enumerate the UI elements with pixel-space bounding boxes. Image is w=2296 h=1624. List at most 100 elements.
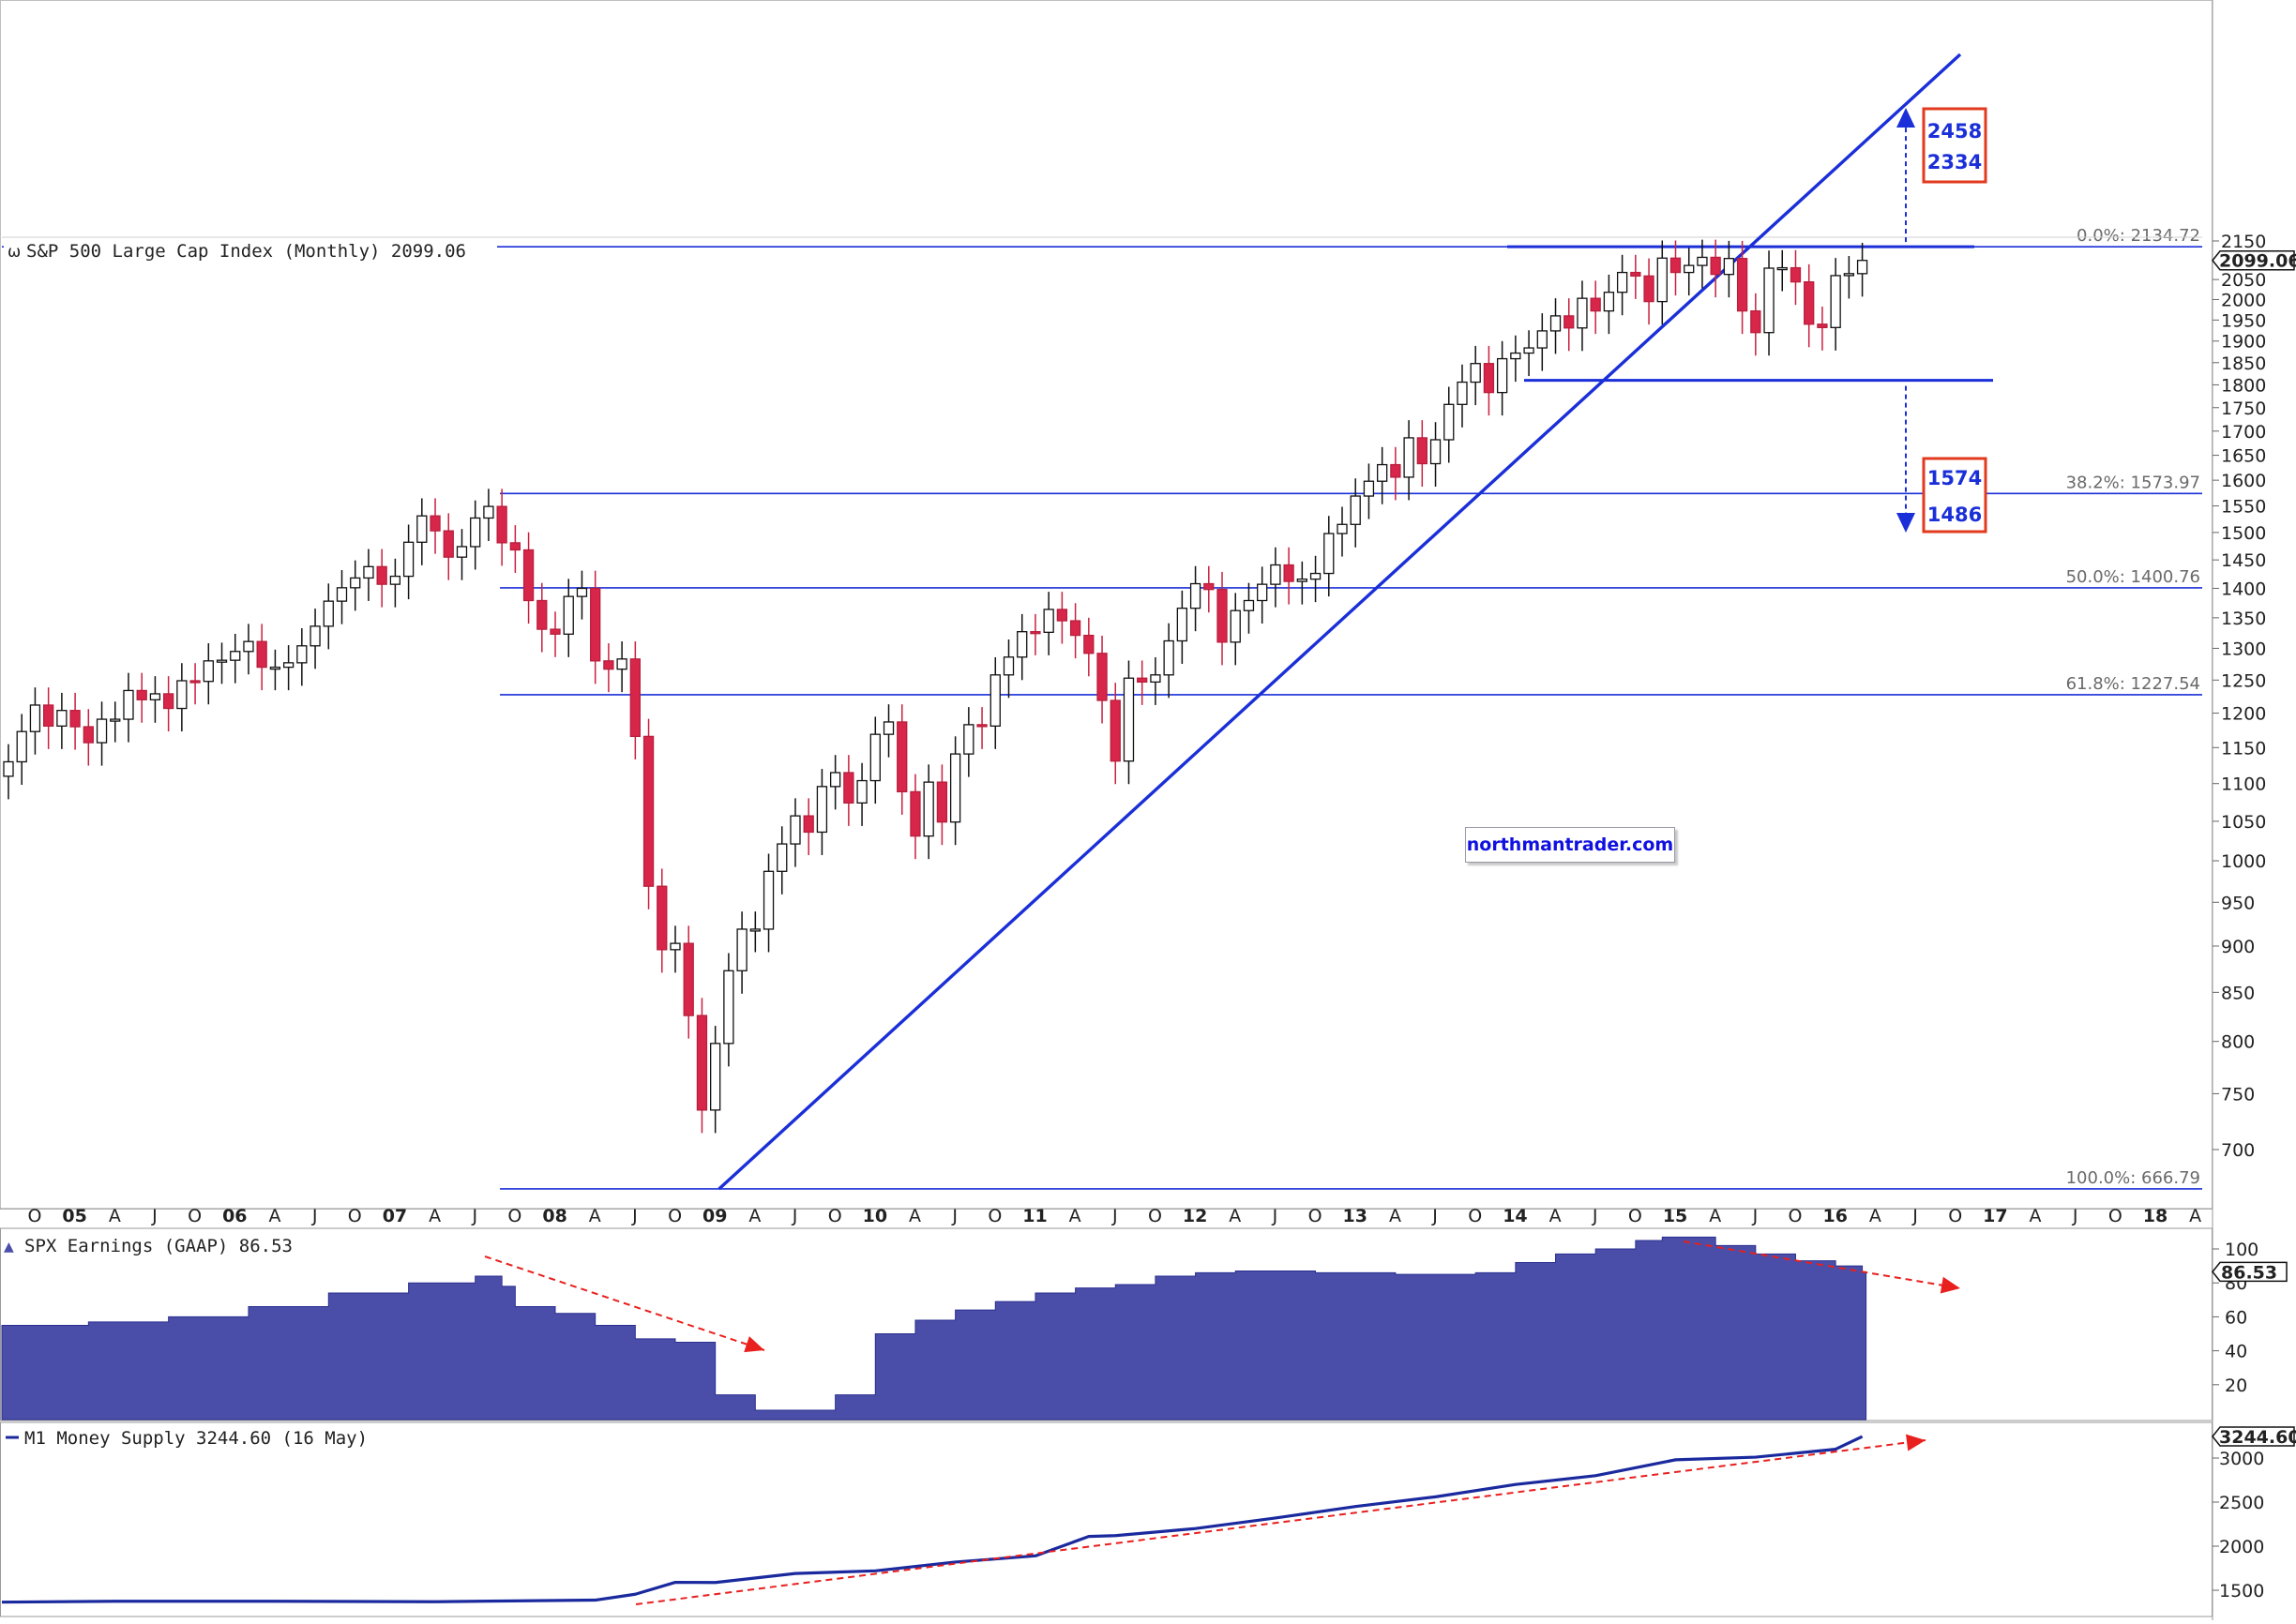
candle-body [777, 843, 788, 872]
candle-body [683, 942, 694, 1016]
money-last-value: 3244.60 [2219, 1427, 2296, 1448]
x-tick-label: 16 [1822, 1206, 1847, 1226]
candle-body [110, 718, 121, 722]
candle-body [1030, 631, 1041, 635]
candle-body [910, 790, 921, 837]
price-y-tick-label: 1400 [2221, 579, 2266, 599]
fib-level-label: 0.0%: 2134.72 [2077, 226, 2200, 246]
candle-body [1230, 609, 1241, 643]
price-last-value: 2099.06 [2219, 251, 2296, 272]
candle-body [563, 595, 574, 635]
x-tick-label: O [828, 1206, 842, 1226]
x-tick-label: O [1628, 1206, 1642, 1226]
x-tick-label: O [1308, 1206, 1322, 1226]
candle-body [496, 505, 507, 544]
money-y-tick-label: 1500 [2219, 1581, 2264, 1601]
price-y-tick-label: 2150 [2221, 232, 2266, 252]
upper-target-1: 2458 [1927, 120, 1982, 143]
candle-body [1123, 677, 1135, 762]
candle-body [1750, 309, 1761, 334]
price-y-tick-label: 1650 [2221, 446, 2266, 467]
x-tick-label: 06 [222, 1206, 247, 1226]
money-supply-trend-arrow-line [635, 1439, 1926, 1605]
candle-body [883, 721, 895, 735]
x-tick-label: 13 [1343, 1206, 1367, 1226]
x-tick-label: A [429, 1206, 441, 1226]
candle-body [696, 1015, 708, 1111]
money-y-tick-label: 2500 [2219, 1493, 2264, 1513]
candle-body [763, 870, 775, 930]
candle-body [1603, 292, 1615, 312]
candle-body [323, 600, 334, 627]
down-arrow-head [1896, 513, 1915, 533]
candle-body [1577, 297, 1588, 329]
candle-body [1003, 656, 1015, 676]
fib-level-label: 61.8%: 1227.54 [2066, 674, 2200, 694]
candle-body [829, 772, 841, 788]
x-tick-label: A [2030, 1206, 2042, 1226]
candle-body [296, 645, 308, 664]
candle-body [576, 587, 588, 597]
price-y-tick-label: 2050 [2221, 270, 2266, 291]
earnings-area [1, 1236, 1867, 1421]
candle-body [603, 660, 614, 670]
price-y-tick-label: 1300 [2221, 639, 2266, 659]
candle-body [189, 680, 201, 684]
candle-body [216, 659, 228, 663]
x-tick-label: O [348, 1206, 362, 1226]
x-tick-label: J [792, 1206, 798, 1226]
x-tick-label: J [1911, 1206, 1918, 1226]
fib-level-label: 50.0%: 1400.76 [2066, 567, 2200, 587]
money-supply-line [1, 1435, 1864, 1604]
x-tick-label: O [1789, 1206, 1803, 1226]
price-y-tick-label: 900 [2221, 937, 2255, 957]
price-y-tick-label: 1200 [2221, 704, 2266, 725]
price-y-tick-label: 950 [2221, 893, 2255, 913]
candle-body [522, 549, 535, 602]
candle-body [1443, 403, 1455, 441]
x-tick-label: 12 [1183, 1206, 1207, 1226]
x-tick-label: J [2072, 1206, 2078, 1226]
candle-body [1416, 437, 1427, 465]
candle-body [843, 772, 854, 804]
price-y-tick-label: 1950 [2221, 310, 2266, 331]
candle-body [710, 1043, 721, 1111]
candle-body [1257, 583, 1268, 602]
price-y-tick-label: 1550 [2221, 497, 2266, 518]
candle-body [1563, 315, 1575, 329]
candle-body [1723, 258, 1735, 276]
candle-body [1843, 273, 1855, 277]
watermark-box: northmantrader.com [1465, 827, 1675, 863]
candle-body [629, 658, 641, 738]
earnings-last-value: 86.53 [2221, 1262, 2277, 1283]
candle-body [149, 693, 161, 700]
x-tick-label: 05 [62, 1206, 86, 1226]
x-tick-label: A [909, 1206, 921, 1226]
candle-body [816, 786, 828, 834]
x-tick-label: A [748, 1206, 761, 1226]
candle-body [1017, 631, 1028, 658]
upper-target-box [1922, 107, 1987, 184]
candle-body [1203, 582, 1215, 591]
price-y-tick-label: 2000 [2221, 290, 2266, 310]
price-y-tick-label: 1500 [2221, 523, 2266, 544]
candle-body [1536, 330, 1548, 349]
x-tick-label: 17 [1983, 1206, 2007, 1226]
candle-body [536, 599, 548, 630]
lower-target-box [1922, 457, 1987, 534]
x-tick-label: A [1389, 1206, 1401, 1226]
candle-body [69, 710, 81, 728]
candle-body [29, 704, 41, 732]
candle-body [310, 625, 321, 647]
money-y-tick-label: 3000 [2219, 1449, 2264, 1469]
candle-body [1616, 271, 1628, 293]
earnings-y-tick-label: 20 [2225, 1376, 2247, 1396]
x-tick-label: A [1709, 1206, 1721, 1226]
candle-body [1056, 609, 1068, 622]
price-panel-frame [0, 0, 2213, 1210]
x-tick-label: J [1272, 1206, 1278, 1226]
candle-body [856, 779, 868, 804]
candle-body [1150, 674, 1161, 684]
up-arrow-head [1896, 108, 1915, 128]
